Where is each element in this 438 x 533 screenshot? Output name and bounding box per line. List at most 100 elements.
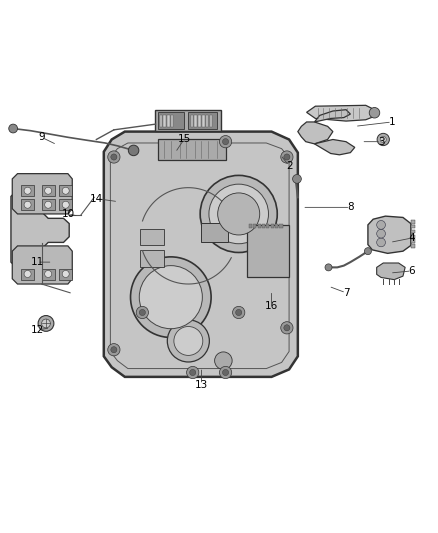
Bar — [59, 185, 72, 197]
Circle shape — [325, 264, 332, 271]
Circle shape — [62, 187, 69, 194]
Polygon shape — [11, 190, 69, 269]
Text: 12: 12 — [31, 325, 44, 335]
Bar — [210, 115, 212, 127]
Polygon shape — [314, 110, 350, 122]
Text: 11: 11 — [31, 257, 44, 267]
Polygon shape — [314, 140, 355, 155]
Text: 3: 3 — [378, 136, 385, 147]
Text: 2: 2 — [286, 161, 293, 171]
Bar — [21, 269, 34, 280]
Circle shape — [136, 306, 148, 319]
Circle shape — [167, 320, 209, 362]
Bar — [266, 224, 269, 228]
Bar — [158, 112, 184, 128]
Bar — [201, 223, 228, 243]
Circle shape — [209, 184, 268, 244]
Text: 15: 15 — [177, 134, 191, 144]
Polygon shape — [377, 263, 405, 280]
Circle shape — [9, 124, 18, 133]
Circle shape — [380, 136, 386, 142]
Bar — [247, 225, 289, 278]
Bar — [198, 115, 201, 127]
Circle shape — [62, 201, 69, 208]
Bar — [249, 224, 252, 228]
Circle shape — [62, 270, 69, 278]
Circle shape — [233, 306, 245, 319]
Bar — [42, 199, 55, 211]
Circle shape — [139, 310, 145, 316]
Bar — [411, 244, 415, 248]
Text: 13: 13 — [195, 379, 208, 390]
Bar — [411, 230, 415, 233]
Circle shape — [215, 352, 232, 369]
Bar — [188, 112, 217, 128]
Circle shape — [377, 238, 385, 247]
Circle shape — [377, 133, 389, 146]
Bar — [42, 269, 55, 280]
Circle shape — [45, 187, 52, 194]
Circle shape — [219, 135, 232, 148]
Circle shape — [139, 265, 202, 329]
Bar — [271, 224, 274, 228]
Bar — [411, 235, 415, 238]
Bar — [171, 115, 173, 127]
Circle shape — [128, 145, 139, 156]
Bar — [59, 269, 72, 280]
Bar — [59, 199, 72, 211]
Circle shape — [45, 201, 52, 208]
Circle shape — [218, 193, 260, 235]
Circle shape — [42, 319, 50, 328]
Circle shape — [108, 151, 120, 163]
Bar — [206, 115, 208, 127]
Circle shape — [377, 229, 385, 238]
Circle shape — [236, 310, 242, 316]
Circle shape — [281, 151, 293, 163]
Bar — [160, 115, 162, 127]
Bar — [194, 115, 197, 127]
Circle shape — [174, 327, 203, 356]
Text: 4: 4 — [408, 233, 415, 243]
Bar — [42, 185, 55, 197]
Circle shape — [111, 154, 117, 160]
Bar — [21, 185, 34, 197]
Circle shape — [24, 187, 31, 194]
Circle shape — [108, 344, 120, 356]
Text: 8: 8 — [347, 203, 354, 212]
Bar — [140, 250, 164, 266]
Bar — [21, 199, 34, 211]
Text: 16: 16 — [265, 301, 278, 311]
Text: 7: 7 — [343, 288, 350, 298]
Polygon shape — [12, 246, 72, 284]
Circle shape — [200, 175, 277, 253]
Circle shape — [377, 221, 385, 229]
Bar — [163, 115, 166, 127]
Bar — [140, 229, 164, 246]
Circle shape — [111, 346, 117, 353]
Circle shape — [219, 366, 232, 378]
Bar — [411, 239, 415, 243]
Circle shape — [284, 325, 290, 331]
Bar — [155, 110, 221, 131]
Polygon shape — [12, 174, 72, 214]
Polygon shape — [298, 122, 333, 144]
Text: 9: 9 — [38, 132, 45, 142]
Bar — [258, 224, 261, 228]
Circle shape — [281, 322, 293, 334]
Circle shape — [284, 154, 290, 160]
Circle shape — [38, 316, 54, 332]
Text: 6: 6 — [408, 266, 415, 276]
Circle shape — [24, 270, 31, 278]
Circle shape — [223, 369, 229, 376]
Bar — [275, 224, 278, 228]
Polygon shape — [104, 132, 298, 377]
Circle shape — [131, 257, 211, 337]
Polygon shape — [307, 106, 374, 121]
Bar — [279, 224, 283, 228]
Circle shape — [223, 139, 229, 145]
Bar — [202, 115, 205, 127]
Polygon shape — [368, 216, 411, 253]
Text: 1: 1 — [389, 117, 396, 127]
Circle shape — [364, 248, 371, 255]
Bar — [411, 220, 415, 223]
